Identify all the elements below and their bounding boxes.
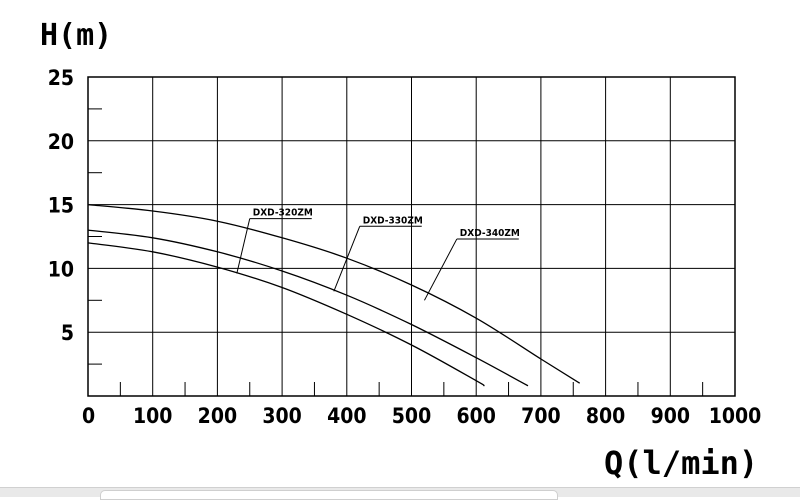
bottom-input-edge — [100, 490, 558, 500]
series-label-dxd-320zm: DXD-320ZM — [253, 208, 313, 219]
y-tick-label-5: 5 — [61, 321, 74, 345]
x-tick-label-0: 0 — [82, 404, 95, 428]
x-tick-label-200: 200 — [198, 404, 237, 428]
leader-line-dxd-330zm — [333, 226, 361, 292]
y-tick-label-20: 20 — [48, 130, 74, 154]
x-axis-title: Q(l/min) — [604, 444, 758, 482]
y-axis-title: H(m) — [40, 18, 112, 53]
label-leaders: DXD-320ZM DXD-330ZM DXD-340ZM — [236, 208, 520, 301]
x-tick-label-1000: 1000 — [709, 404, 762, 428]
x-tick-label-100: 100 — [133, 404, 172, 428]
series-label-dxd-330zm: DXD-330ZM — [363, 215, 423, 226]
grid — [88, 77, 735, 396]
y-tick-label-10: 10 — [48, 257, 74, 281]
curve-dxd-320zm — [87, 242, 485, 387]
x-tick-label-700: 700 — [521, 404, 560, 428]
leader-line-dxd-340zm — [423, 238, 458, 301]
leader-line-dxd-320zm — [236, 218, 251, 274]
x-tick-label-400: 400 — [327, 404, 366, 428]
plot-border — [87, 76, 736, 397]
y-tick-label-15: 15 — [48, 194, 74, 218]
curve-dxd-330zm — [87, 229, 529, 387]
x-tick-label-300: 300 — [262, 404, 301, 428]
x-tick-label-600: 600 — [456, 404, 495, 428]
x-tick-label-900: 900 — [651, 404, 690, 428]
x-tick-label-800: 800 — [586, 404, 625, 428]
y-tick-labels: 5 10 15 20 25 — [48, 66, 74, 345]
plot-frame — [87, 76, 736, 397]
minor-ticks — [88, 108, 704, 396]
series-label-dxd-340zm: DXD-340ZM — [460, 228, 520, 239]
y-tick-label-25: 25 — [48, 66, 74, 90]
x-tick-label-500: 500 — [392, 404, 431, 428]
x-tick-labels: 0 100 200 300 400 500 600 700 800 900 1000 — [82, 404, 761, 428]
